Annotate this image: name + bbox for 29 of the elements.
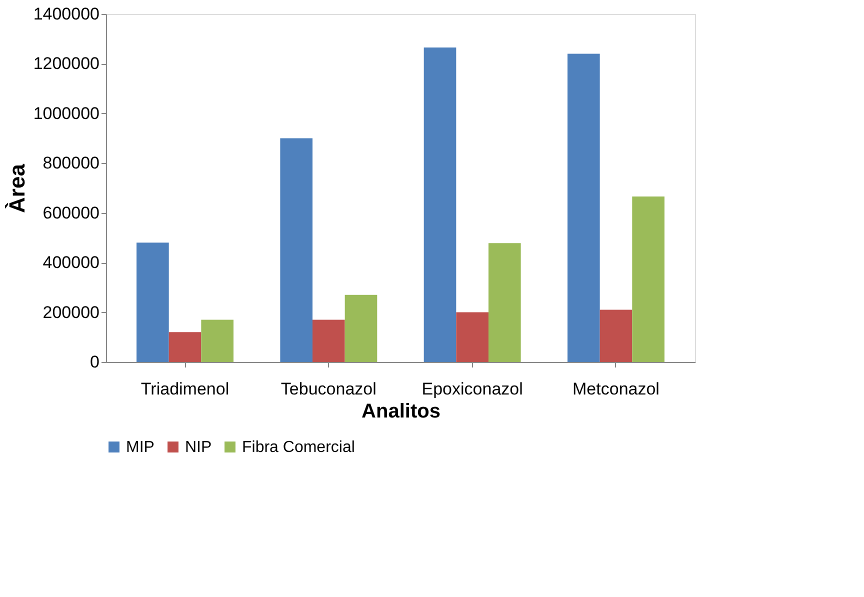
bar [600,310,632,362]
bar [424,48,456,362]
x-tick-label: Epoxiconazol [422,380,523,398]
y-tick-label: 1200000 [33,54,100,74]
y-tick-label: 800000 [42,154,100,173]
bar [632,196,664,362]
y-tick-label: 600000 [42,203,100,222]
bar [136,242,169,362]
x-axis-title: Analitos [362,400,440,422]
y-tick-label: 0 [90,352,100,372]
legend-label: MIP [126,439,154,456]
x-tick-label: Triadimenol [140,380,230,398]
y-tick-label: 1400000 [33,4,100,24]
x-tick-label: Metconazol [572,380,660,398]
legend-label: NIP [185,439,212,456]
y-tick-label: 200000 [42,302,100,322]
bar [201,320,234,362]
bar [168,332,202,362]
bar [280,138,313,362]
bar [568,54,600,362]
y-tick-label: 1000000 [33,104,100,123]
bar [344,294,378,362]
x-tick-label: Tebuconazol [280,380,376,398]
y-axis-title: Àrea [4,163,30,213]
bar [312,320,345,362]
bar [456,312,488,362]
legend-label: Fibra Comercial [242,439,355,456]
y-tick-label: 400000 [42,253,100,272]
bar [488,243,521,362]
